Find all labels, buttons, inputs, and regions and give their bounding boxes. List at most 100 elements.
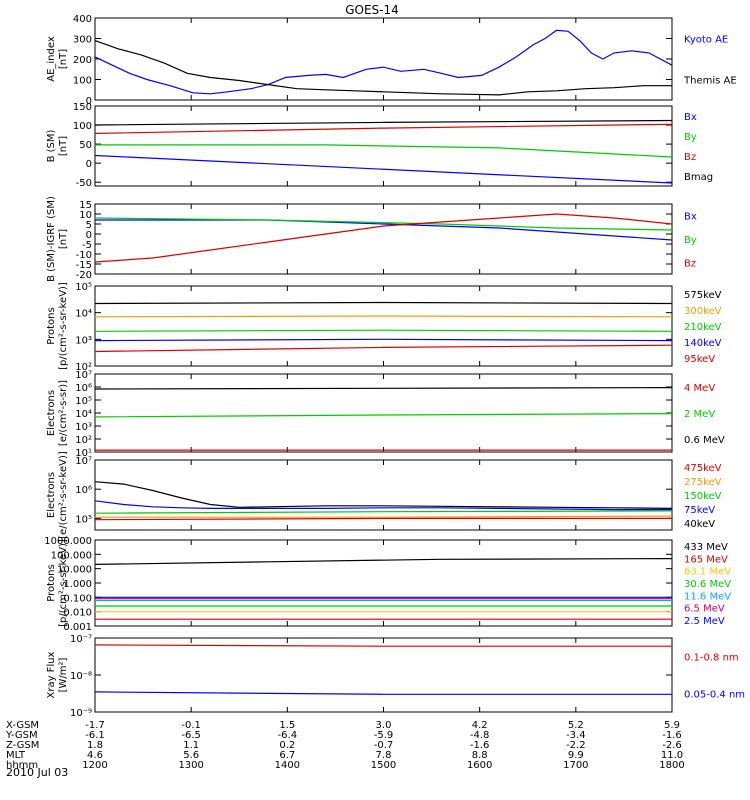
y-tick-label: 10²: [75, 435, 92, 446]
x-row-value: -1.6: [662, 730, 682, 741]
legend-entry: 150keV: [684, 491, 722, 502]
series-line: [94, 119, 673, 126]
panel-frame: [94, 637, 673, 713]
legend-entry: Bx: [684, 112, 697, 123]
series-line: [94, 29, 673, 95]
x-row-label: Y-GSM: [5, 730, 38, 741]
legend-entry: 275keV: [684, 477, 722, 488]
x-row-value: 1200: [82, 760, 107, 771]
y-tick-label: 0: [86, 230, 92, 241]
y-tick-label: -5: [82, 240, 92, 251]
y-tick-label: 5: [86, 220, 92, 231]
x-row-value: 1.8: [87, 740, 103, 751]
legend-entry: 2 MeV: [684, 409, 715, 420]
y-tick-label: 0.010: [63, 608, 92, 619]
series-line: [95, 515, 673, 518]
x-row-value: 8.8: [472, 750, 488, 761]
y-axis-label: [nT]: [58, 229, 69, 249]
y-axis-label: [p/(cm²-s-sr-keV)]: [58, 282, 69, 370]
legend-entry: By: [684, 132, 697, 143]
y-tick-label: 100.000: [51, 550, 92, 561]
series-line: [94, 413, 673, 418]
x-row-value: -2.2: [566, 740, 586, 751]
series-line: [94, 123, 673, 134]
y-tick-label: 10⁶: [75, 383, 92, 394]
x-row-value: 9.9: [568, 750, 584, 761]
legend-entry: 475keV: [684, 463, 722, 474]
series-line: [94, 481, 673, 509]
y-tick-label: 10⁷: [75, 456, 92, 467]
y-tick-label: -15: [76, 260, 92, 271]
legend-entry: 0.6 MeV: [684, 435, 725, 446]
y-tick-label: 10⁻⁸: [70, 671, 92, 682]
y-tick-label: 10²: [75, 362, 92, 373]
x-row-value: -4.8: [470, 730, 490, 741]
x-row-value: 1800: [659, 760, 684, 771]
x-row-value: -1.6: [470, 740, 490, 751]
x-row-value: 1400: [275, 760, 300, 771]
y-tick-label: 10⁵: [75, 514, 92, 525]
panel-2: -50 0 50 100 150 B (SM) [nT] Bx By Bz Bmag: [46, 102, 713, 189]
panel-8: 10⁻⁹ 10⁻⁸ 10⁻⁷ Xray Flux [W/m²] 0.1-0.8 nm 0.0…: [46, 634, 745, 719]
x-row-value: -6.4: [278, 730, 298, 741]
y-axis-label: [nT]: [58, 136, 69, 156]
y-tick-label: 150: [73, 102, 92, 113]
y-tick-label: 300: [73, 35, 92, 46]
series-line: [94, 387, 673, 390]
x-row-label: Z-GSM: [6, 740, 39, 751]
y-tick-label: 10⁴: [75, 309, 92, 320]
x-row-value: -0.7: [374, 740, 394, 751]
series-line: [94, 500, 672, 511]
legend-entry: 63.1 MeV: [684, 567, 731, 578]
x-row-value: 5.6: [183, 750, 199, 761]
legend-entry: 6.5 MeV: [684, 604, 725, 615]
y-axis-label: [e/(cm²-s-sr-keV)]: [58, 451, 69, 539]
y-axis-label: Protons: [46, 307, 57, 344]
x-row-value: 1300: [178, 760, 203, 771]
y-tick-label: 10⁻⁹: [70, 708, 92, 719]
series-line: [94, 691, 672, 695]
y-tick-label: 400: [73, 14, 92, 25]
x-row-value: 0.2: [279, 740, 295, 751]
y-tick-label: 10: [79, 210, 92, 221]
y-tick-label: 0.100: [63, 593, 92, 604]
panel-frame: [94, 17, 673, 101]
legend-entry: 2.5 MeV: [684, 616, 725, 627]
legend-entry: By: [684, 235, 697, 246]
legend-entry: 75keV: [684, 505, 715, 516]
y-axis-label: [nT]: [58, 49, 69, 69]
legend-entry: 300keV: [684, 306, 722, 317]
legend-entry: 40keV: [684, 519, 715, 530]
series-line: [94, 301, 673, 305]
y-tick-label: -10: [76, 250, 92, 261]
y-tick-label: 10.000: [57, 565, 92, 576]
series-line: [94, 510, 673, 514]
y-tick-label: 0: [86, 159, 92, 170]
y-axis-label: [W/m²]: [58, 657, 69, 692]
series-line: [94, 329, 673, 332]
legend-entry: Kyoto AE: [684, 35, 728, 46]
x-row-value: 6.7: [279, 750, 295, 761]
x-row-value: -3.4: [566, 730, 586, 741]
panel-4: 10² 10³ 10⁴ 10⁵ Protons [p/(cm²-s-sr-keV)] 575…: [46, 282, 722, 373]
y-tick-label: 10⁵: [75, 396, 92, 407]
y-axis-label: Xray Flux: [46, 651, 57, 698]
y-tick-label: -50: [76, 178, 92, 189]
y-axis-label: [p/(cm²-s-sr-keV)]: [58, 539, 69, 627]
y-axis-label: B (SM): [46, 129, 57, 162]
y-tick-label: 15: [79, 200, 92, 211]
legend-entry: Themis AE: [683, 76, 737, 87]
legend-entry: 210keV: [684, 322, 722, 333]
y-tick-label: 100: [73, 121, 92, 132]
legend-entry: 0.05-0.4 nm: [684, 690, 745, 701]
legend-entry: 30.6 MeV: [684, 579, 731, 590]
y-tick-label: 10³: [75, 422, 92, 433]
x-row-value: 4.6: [87, 750, 103, 761]
x-row-value: -6.5: [181, 730, 201, 741]
series-line: [94, 154, 673, 184]
legend-entry: Bz: [684, 258, 696, 269]
legend-entry: 575keV: [684, 290, 722, 301]
legend-entry: Bz: [684, 152, 696, 163]
y-tick-label: 10¹: [75, 448, 92, 459]
